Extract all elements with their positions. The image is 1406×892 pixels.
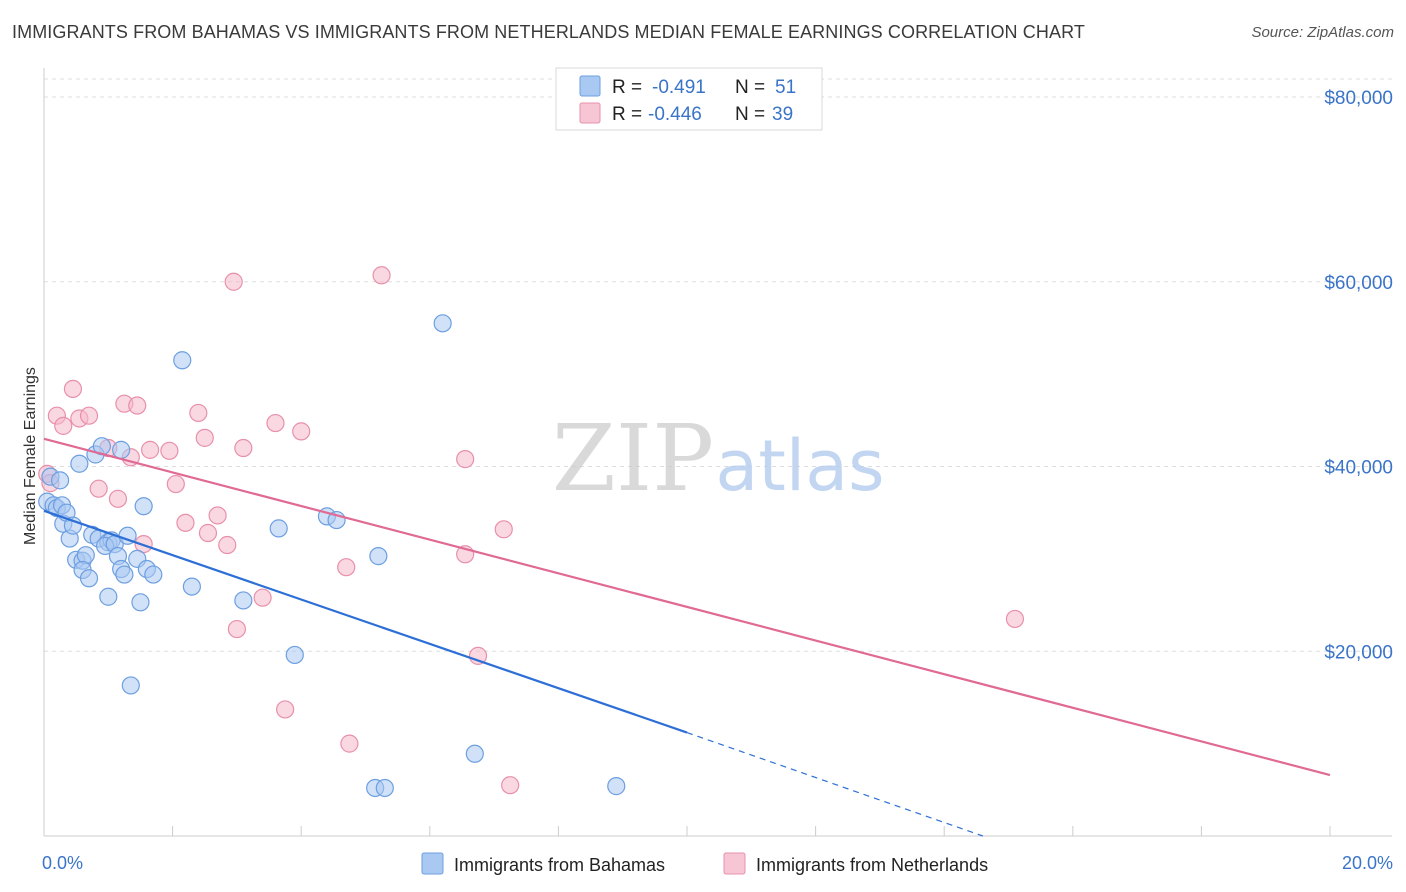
gridlines [44,78,1392,652]
netherlands-point-9 [108,489,128,508]
bahamas-point-39 [269,519,288,538]
legend-r-value-bahamas: -0.491 [652,77,706,98]
series-legend-label-bahamas: Immigrants from Bahamas [454,855,665,875]
netherlands-point-25 [234,438,253,458]
netherlands-point-31 [340,734,359,753]
netherlands-point-6 [79,406,99,425]
x-tick-labels: 0.0% 20.0% [42,853,1393,873]
y-tick-label-0: $20,000 [1324,642,1393,663]
netherlands-point-26 [253,588,272,607]
bahamas-point-48 [607,777,626,796]
bahamas-point-44 [375,778,394,798]
netherlands-point-32 [372,266,391,285]
bahamas-point-24 [99,587,118,606]
netherlands-point-29 [292,422,311,441]
bahamas-point-36 [173,351,192,370]
bahamas-trend-line [43,509,688,734]
netherlands-point-20 [198,523,218,543]
netherlands-point-24 [227,619,246,639]
y-axis-label: Median Female Earnings [22,367,39,545]
legend-n-label-netherlands: N = [735,104,765,125]
netherlands-point-12 [128,396,147,415]
bahamas-point-37 [182,577,201,596]
bahamas-point-30 [121,676,140,695]
bahamas-point-13 [76,546,95,565]
bahamas-point-29 [112,440,131,459]
netherlands-point-4 [63,379,83,399]
bahamas-point-11 [70,454,89,473]
legend-r-label-bahamas: R = [612,77,642,98]
netherlands-point-16 [166,474,185,494]
bahamas-point-15 [79,569,99,588]
netherlands-trend-line [43,437,1331,777]
legend-n-label-bahamas: N = [735,77,765,98]
legend-r-label-netherlands: R = [612,104,642,125]
series-legend-swatch-bahamas [421,852,444,875]
bahamas-trend-extension [686,731,983,837]
bahamas-point-32 [131,593,150,612]
y-tick-label-1: $40,000 [1324,458,1393,479]
y-tick-label-3: $80,000 [1324,88,1393,109]
legend-swatch-bahamas [579,75,601,97]
x-tick-label-1: 20.0% [1342,853,1393,873]
x-tick-label-0: 0.0% [42,853,83,873]
x-ticks [43,826,1331,836]
source-label: Source: ZipAtlas.com [1251,24,1394,41]
netherlands-point-23 [224,272,243,291]
legend-r-value-netherlands: -0.446 [648,104,702,125]
netherlands-point-33 [456,450,475,469]
series-legend-label-netherlands: Immigrants from Netherlands [756,855,988,875]
bahamas-point-35 [144,565,163,584]
bahamas-point-38 [234,591,253,610]
netherlands-point-28 [276,700,295,719]
watermark-atlas: atlas [715,425,884,507]
netherlands-point-7 [89,479,108,498]
netherlands-point-37 [501,776,520,795]
netherlands-point-3 [54,416,73,435]
watermark: ZIP atlas [552,405,885,512]
legend-n-value-bahamas: 51 [775,77,796,98]
axes [43,68,1392,837]
netherlands-point-36 [494,520,513,539]
stats-legend: R = -0.491 N = 51 R = -0.446 N = 39 [555,67,823,131]
series-legend-swatch-netherlands [723,852,746,875]
netherlands-point-14 [140,440,160,459]
watermark-zip: ZIP [552,405,714,512]
netherlands-point-18 [189,403,208,423]
chart-title: IMMIGRANTS FROM BAHAMAS VS IMMIGRANTS FR… [12,22,1085,42]
bahamas-point-46 [433,314,452,333]
bahamas-point-47 [465,744,484,763]
y-tick-label-2: $60,000 [1324,273,1393,294]
bahamas-point-27 [115,565,134,584]
bahamas-point-4 [50,471,70,490]
bahamas-point-40 [285,645,304,665]
legend-swatch-netherlands [579,102,601,124]
legend-n-value-netherlands: 39 [772,104,793,125]
trend-lines [43,437,1331,837]
netherlands-point-19 [195,428,214,447]
bahamas-point-33 [134,497,153,516]
y-tick-labels: $20,000 $40,000 $60,000 $80,000 [1324,88,1393,663]
netherlands-point-22 [218,535,237,555]
series-legend: Immigrants from Bahamas Immigrants from … [421,852,988,875]
netherlands-point-15 [160,441,179,460]
bahamas-points [38,314,626,798]
netherlands-point-17 [176,513,195,532]
netherlands-point-21 [208,506,227,525]
netherlands-point-30 [337,558,356,577]
netherlands-point-27 [266,413,285,433]
bahamas-point-45 [369,547,388,566]
netherlands-points [38,266,1025,795]
netherlands-point-38 [1005,609,1025,629]
